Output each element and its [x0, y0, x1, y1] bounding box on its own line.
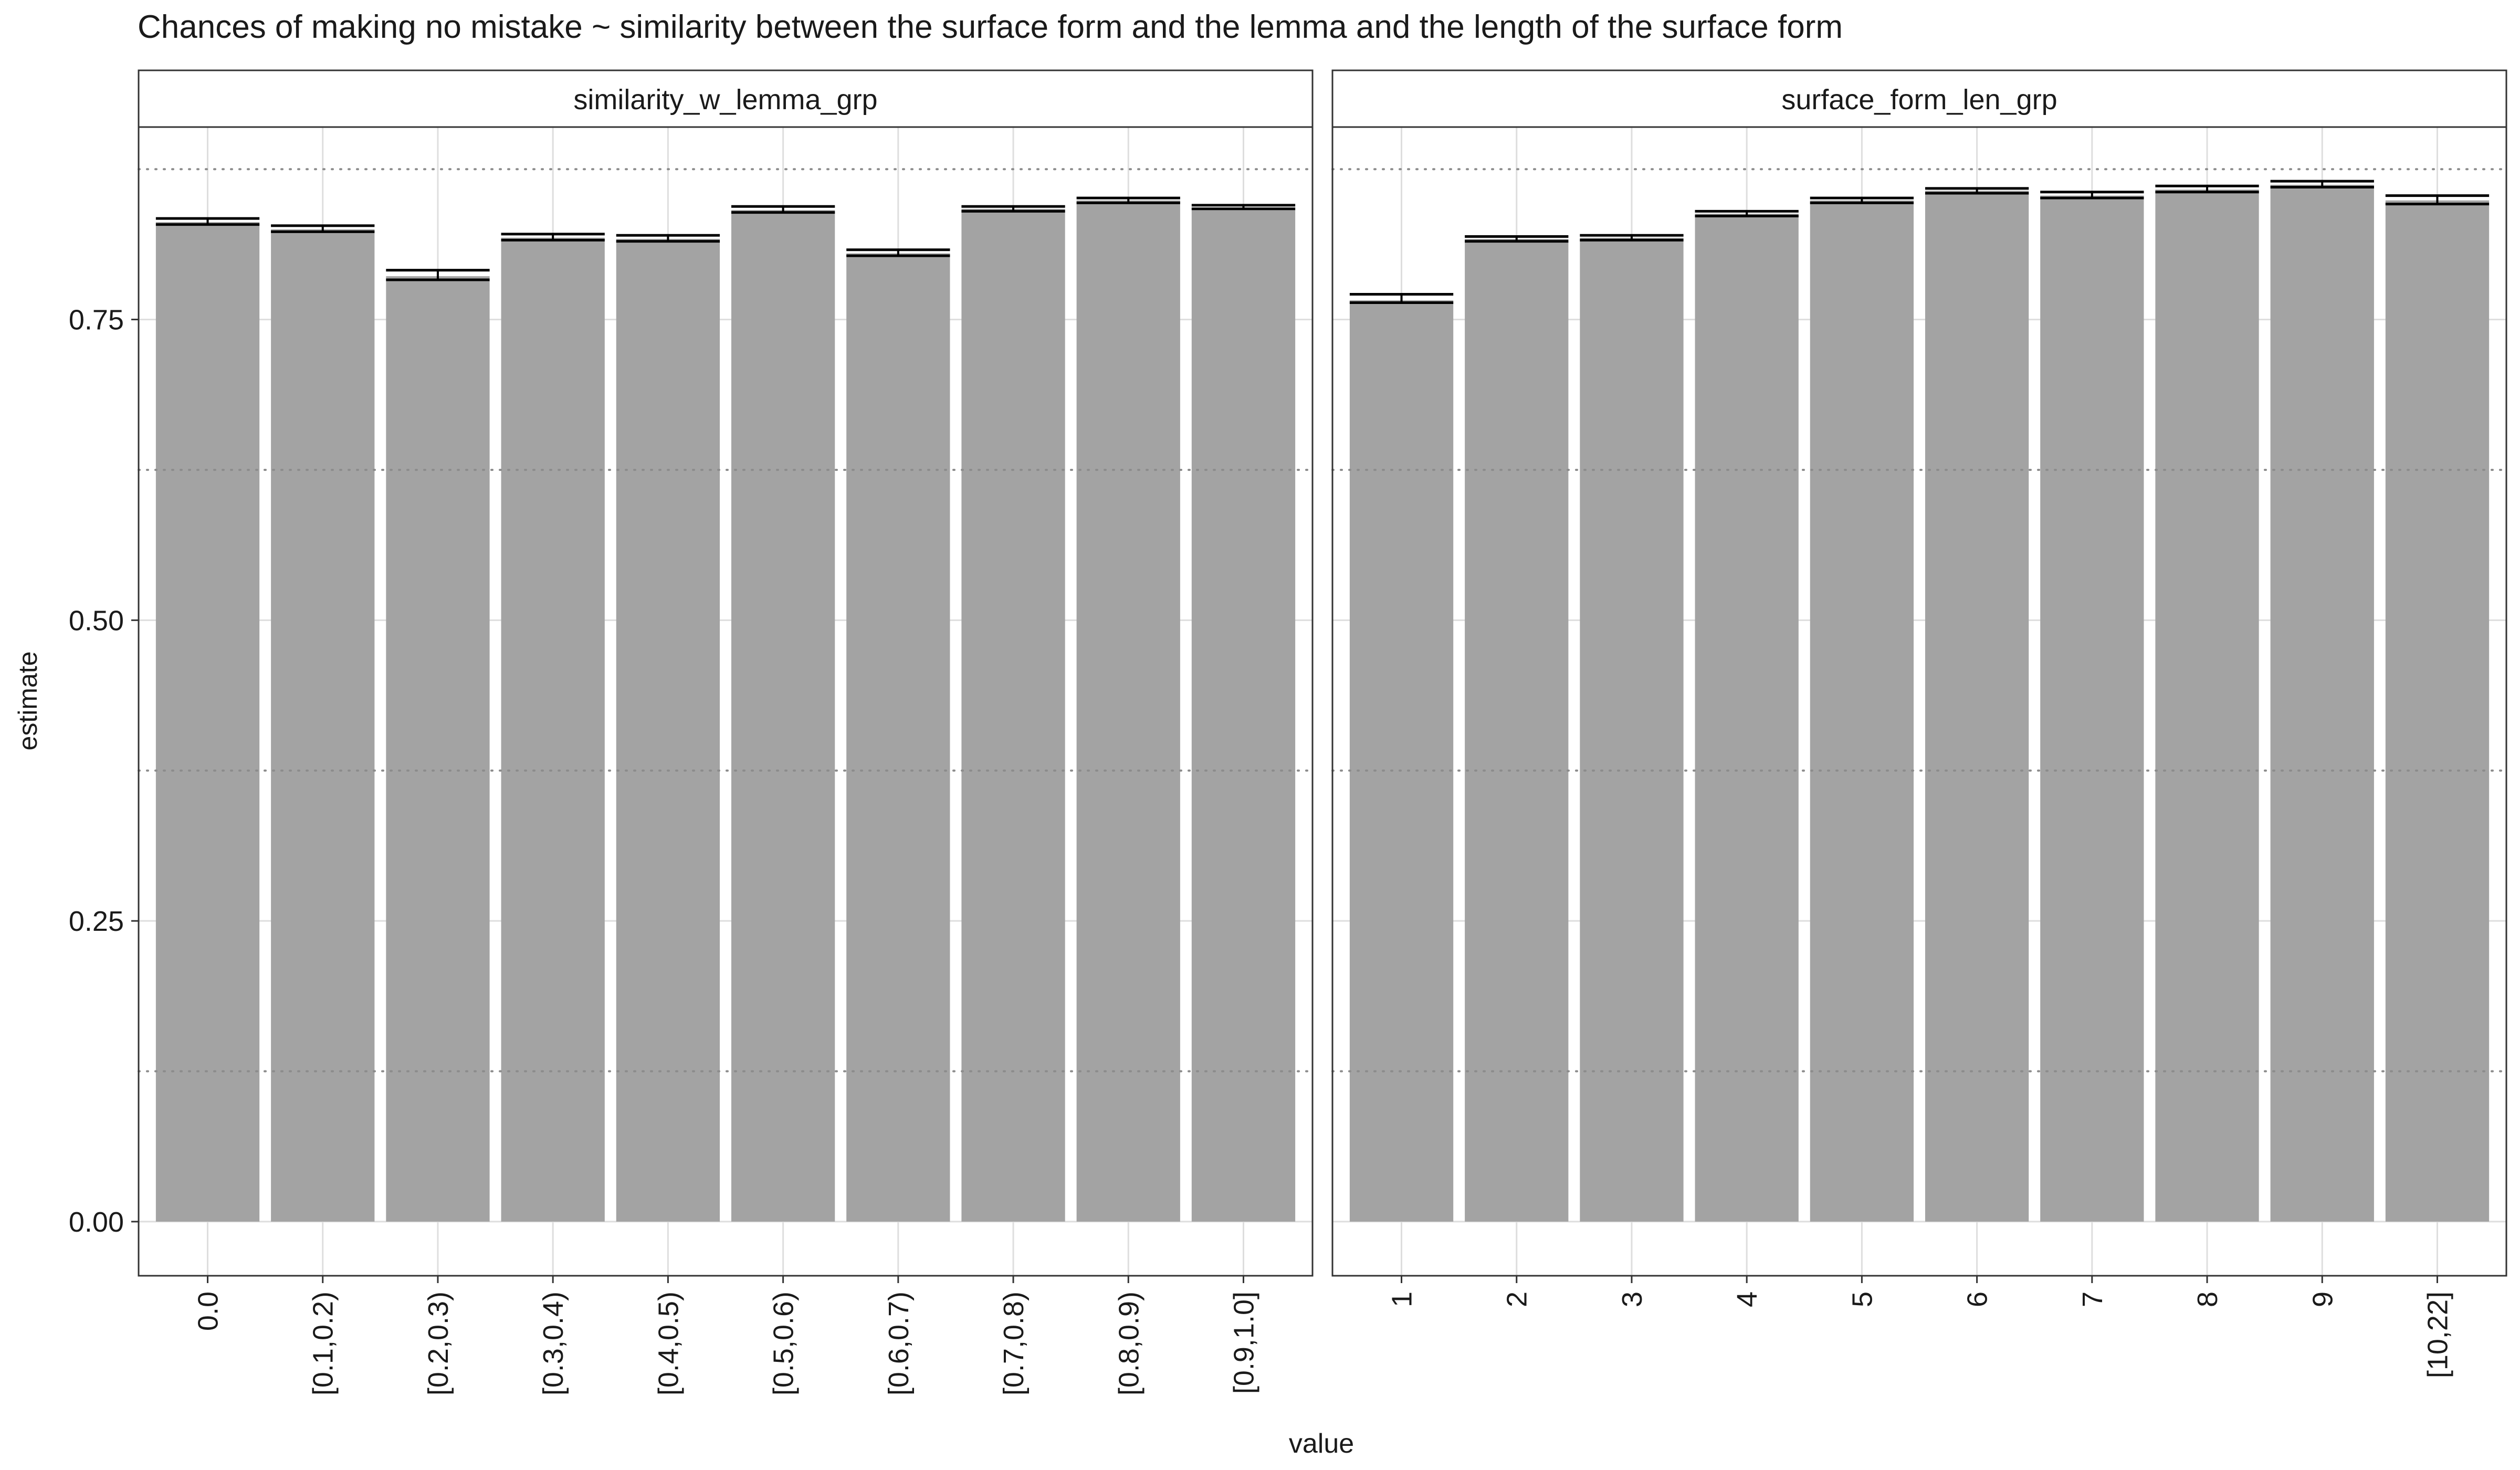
error-bar [1349, 292, 1454, 304]
x-tick-label: [0.9,1.0] [1228, 1292, 1259, 1394]
bar [961, 208, 1065, 1222]
bar [2385, 200, 2490, 1222]
y-axis-label: estimate [13, 652, 43, 751]
x-tick-label: [0.2,0.3) [423, 1292, 454, 1395]
bar [1580, 237, 1684, 1222]
bar [1695, 213, 1799, 1222]
bar [2040, 195, 2144, 1222]
x-tick-label: 5 [1846, 1292, 1878, 1307]
error-bar [1695, 209, 1799, 218]
x-tick-label: 3 [1616, 1292, 1648, 1307]
x-tick-label: 1 [1387, 1292, 1418, 1307]
bar [386, 276, 490, 1222]
facet-strip-label: surface_form_len_grp [1781, 84, 2057, 116]
x-tick-label: 8 [2192, 1292, 2223, 1307]
chart-title: Chances of making no mistake ~ similarit… [138, 9, 1843, 45]
x-tick-label: [10,22] [2422, 1292, 2453, 1378]
facet-panel-2: surface_form_len_grp 1 2 3 4 5 6 7 8 9 [10,22] [1331, 69, 2507, 1378]
bar [155, 222, 260, 1222]
facet-strip [1331, 69, 2507, 128]
y-tick-label: 0.00 [69, 1206, 124, 1238]
bar [846, 253, 950, 1222]
error-bar [386, 269, 490, 281]
y-tick-label: 0.25 [69, 906, 124, 937]
x-tick-label: 2 [1502, 1292, 1533, 1307]
bar [2155, 190, 2259, 1222]
error-bar [1580, 234, 1684, 242]
panel-border [1331, 126, 2507, 1277]
facet-strip-label: similarity_w_lemma_grp [573, 84, 877, 116]
error-bar [2385, 194, 2490, 206]
y-tick-label: 0.50 [69, 605, 124, 636]
x-tick-label: 9 [2307, 1292, 2338, 1307]
error-bar [501, 233, 605, 242]
error-bar [731, 205, 835, 214]
error-bar [1191, 204, 1296, 211]
x-axis-label: value [1289, 1429, 1354, 1459]
x-tick-label: [0.1,0.2) [308, 1292, 339, 1395]
x-tick-label: [0.3,0.4) [538, 1292, 569, 1395]
bar [1076, 200, 1180, 1222]
error-bar [271, 224, 375, 233]
error-bar [2040, 191, 2144, 200]
bar [616, 239, 720, 1222]
error-bar [1465, 235, 1569, 243]
x-tick-label: 7 [2077, 1292, 2108, 1307]
error-bar [961, 205, 1065, 213]
bar [1349, 300, 1454, 1222]
bar [501, 237, 605, 1222]
error-bar [2155, 184, 2259, 194]
error-bar [1810, 196, 1914, 204]
error-bar [846, 248, 950, 257]
bar [1191, 207, 1296, 1222]
x-tick-label: [0.8,0.9) [1113, 1292, 1144, 1395]
error-bar [1925, 187, 2029, 195]
bar [1810, 200, 1914, 1222]
facet-panel-1: similarity_w_lemma_grp 0.0 [0.1,0.2) [0.2,0… [69, 69, 1314, 1395]
x-tick-label: [0.5,0.6) [768, 1292, 800, 1395]
facet-strip [138, 69, 1314, 128]
x-tick-label: 4 [1731, 1292, 1763, 1307]
x-tick-label: 0.0 [193, 1292, 224, 1331]
panel-border [138, 126, 1314, 1277]
bar [271, 229, 375, 1222]
error-bar [2270, 180, 2374, 189]
bar [1925, 191, 2029, 1222]
error-bar [616, 234, 720, 243]
bar [1465, 239, 1569, 1222]
bar [731, 210, 835, 1222]
x-tick-label: [0.6,0.7) [883, 1292, 915, 1395]
x-tick-label: 6 [1962, 1292, 1993, 1307]
error-bar [1076, 196, 1180, 204]
y-tick-label: 0.75 [69, 304, 124, 336]
x-tick-label: [0.7,0.8) [998, 1292, 1030, 1395]
x-tick-label: [0.4,0.5) [653, 1292, 684, 1395]
bar [2270, 184, 2374, 1222]
error-bar [155, 217, 260, 226]
